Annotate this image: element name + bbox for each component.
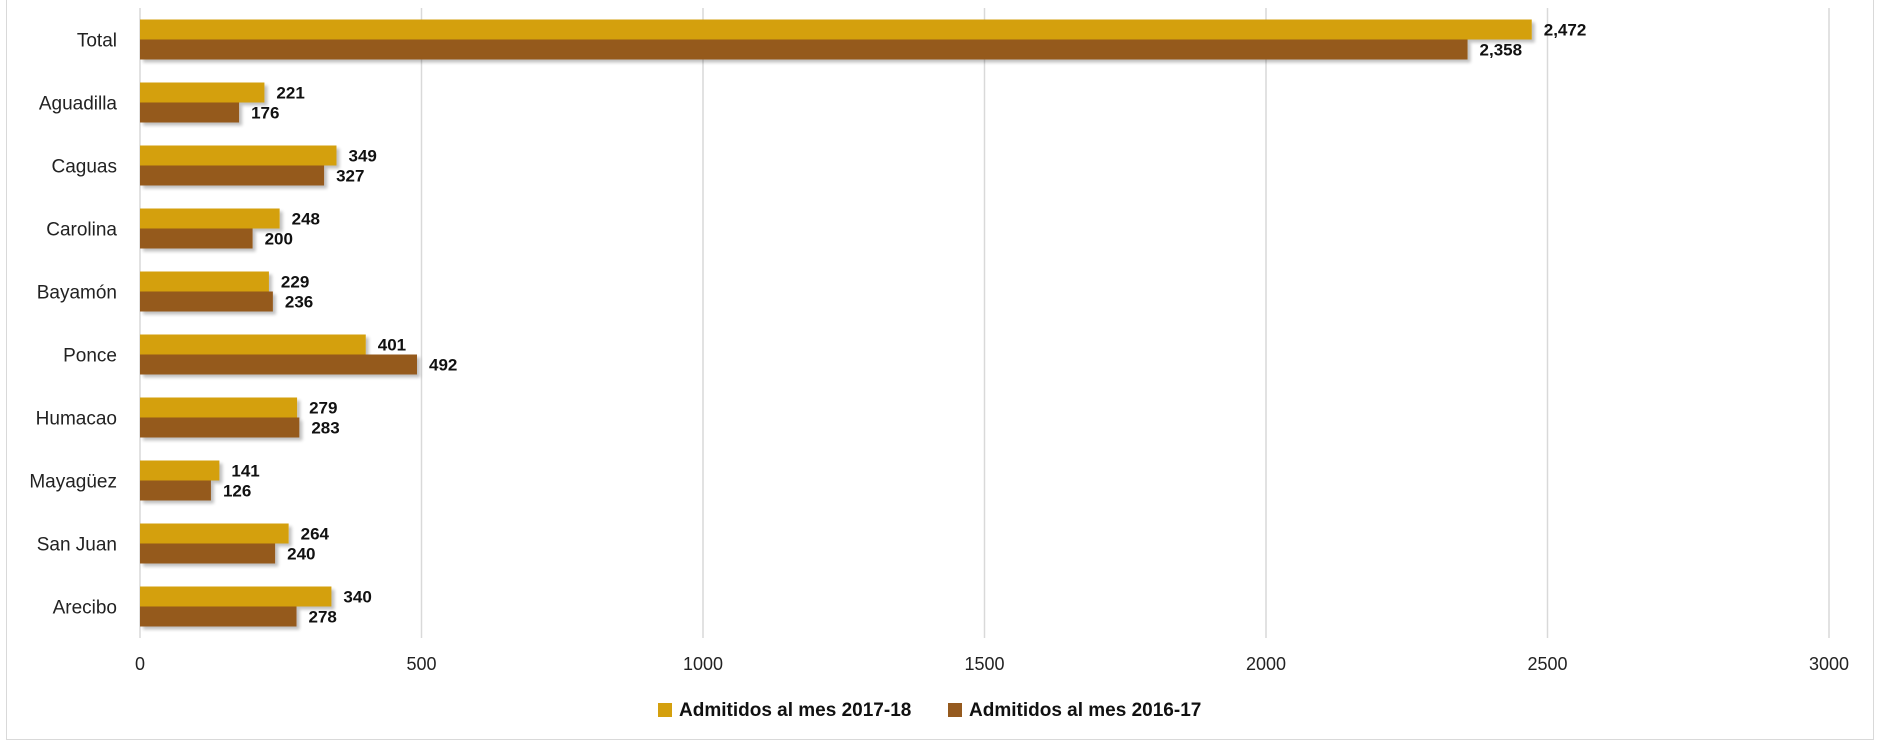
data-label: 264 [301, 525, 330, 544]
bar [140, 145, 337, 166]
data-label: 200 [265, 230, 293, 249]
data-label: 141 [231, 462, 259, 481]
category-label: Arecibo [53, 598, 117, 619]
x-tick-label: 500 [406, 654, 436, 674]
bar [140, 523, 289, 544]
bar [140, 102, 240, 123]
bar [140, 39, 1468, 60]
data-label: 236 [285, 293, 313, 312]
category-label: Total [77, 31, 117, 52]
legend-swatch [658, 703, 672, 717]
category-label: Aguadilla [39, 94, 118, 115]
bar [140, 334, 366, 355]
data-label: 126 [223, 482, 251, 501]
bar [140, 417, 300, 438]
data-label: 2,472 [1544, 21, 1587, 40]
labels: 0 500 1000 1500 2000 2500 3000 Total 2,472 2,358 A… [29, 21, 1849, 675]
legend: Admitidos al mes 2017-18 Admitidos al mes… [658, 700, 1201, 721]
data-label: 349 [348, 147, 376, 166]
bar [140, 543, 276, 564]
legend-label: Admitidos al mes 2016-17 [969, 700, 1201, 721]
bar [140, 208, 280, 229]
x-tick-label: 2500 [1527, 654, 1567, 674]
bar [140, 586, 332, 607]
gridlines [139, 8, 1830, 638]
category-label: Humacao [36, 409, 117, 430]
bar [140, 291, 273, 312]
x-tick-label: 1000 [683, 654, 723, 674]
bar [140, 397, 298, 418]
x-tick-label: 1500 [964, 654, 1004, 674]
data-label: 248 [292, 210, 320, 229]
data-label: 2,358 [1480, 41, 1523, 60]
bar [140, 228, 253, 249]
data-label: 221 [276, 84, 304, 103]
category-label: Bayamón [37, 283, 117, 304]
bar [140, 606, 297, 627]
data-label: 340 [343, 588, 371, 607]
legend-label: Admitidos al mes 2017-18 [679, 700, 911, 721]
x-tick-label: 3000 [1809, 654, 1849, 674]
bar [140, 354, 417, 375]
legend-swatch [948, 703, 962, 717]
x-tick-label: 2000 [1246, 654, 1286, 674]
bar [140, 480, 211, 501]
category-label: Caguas [52, 157, 118, 178]
bars [140, 19, 1532, 627]
data-label: 229 [281, 273, 309, 292]
data-label: 401 [378, 336, 406, 355]
data-label: 283 [311, 419, 339, 438]
category-label: Mayagüez [29, 472, 117, 493]
data-label: 492 [429, 356, 457, 375]
category-label: San Juan [37, 535, 117, 556]
bar [140, 165, 325, 186]
category-label: Ponce [63, 346, 117, 367]
data-label: 327 [336, 167, 364, 186]
bar [140, 271, 269, 292]
category-label: Carolina [46, 220, 117, 241]
bar [140, 460, 220, 481]
x-tick-label: 0 [135, 654, 145, 674]
data-label: 279 [309, 399, 337, 418]
data-label: 278 [309, 608, 337, 627]
bar [140, 19, 1532, 40]
bar [140, 82, 265, 103]
data-label: 176 [251, 104, 279, 123]
data-label: 240 [287, 545, 315, 564]
